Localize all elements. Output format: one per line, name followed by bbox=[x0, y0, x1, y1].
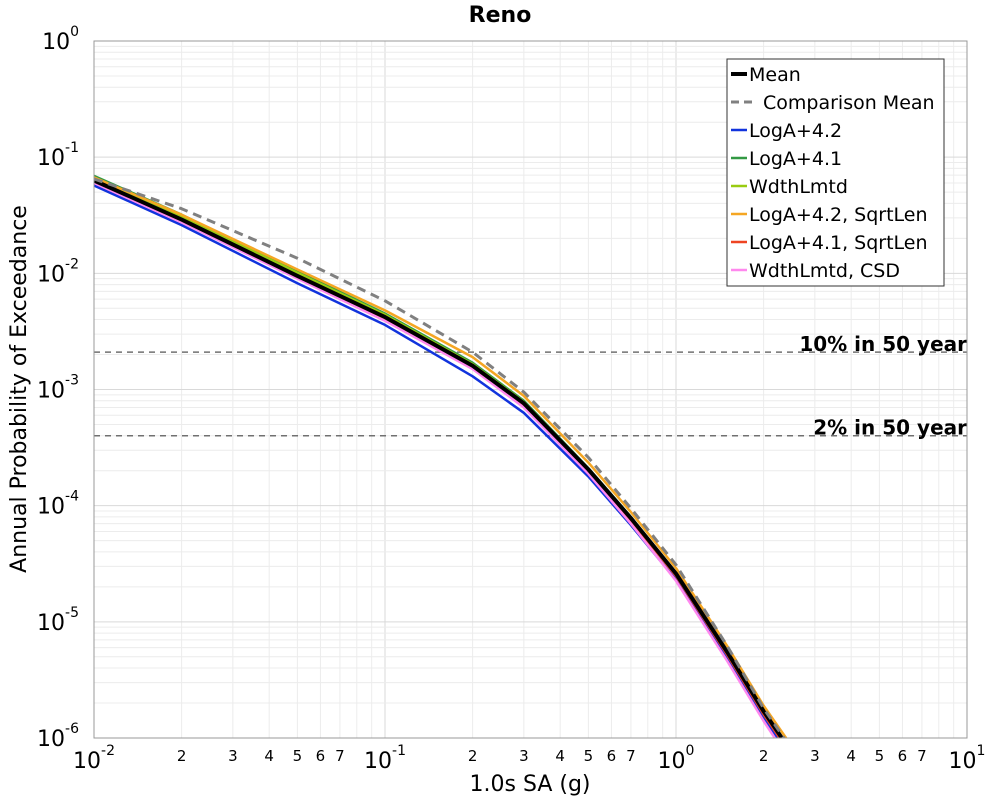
series-line-comparison-mean bbox=[94, 177, 786, 738]
legend-label: Mean bbox=[749, 64, 801, 86]
legend-label: LogA+4.1 bbox=[749, 148, 842, 170]
legend-label: WdthLmtd bbox=[749, 176, 848, 198]
series-line-wdthlmtd bbox=[94, 176, 784, 738]
chart-title: Reno bbox=[469, 3, 532, 28]
x-minor-tick-label: 4 bbox=[555, 747, 565, 765]
x-minor-tick-label: 2 bbox=[177, 747, 187, 765]
y-tick-label: 10-3 bbox=[37, 373, 79, 404]
legend-label: WdthLmtd, CSD bbox=[749, 260, 900, 282]
legend-label: Comparison Mean bbox=[763, 92, 935, 114]
x-minor-tick-label: 7 bbox=[335, 747, 345, 765]
legend-label: LogA+4.1, SqrtLen bbox=[749, 232, 928, 254]
legend-label: LogA+4.2, SqrtLen bbox=[749, 204, 928, 226]
x-tick-label: 101 bbox=[949, 743, 986, 774]
x-minor-tick-label: 4 bbox=[264, 747, 274, 765]
x-tick-label: 10-1 bbox=[364, 743, 406, 774]
y-tick-labels: 100 10-1 10-2 10-3 10-4 10-5 10-6 bbox=[37, 24, 79, 752]
y-tick-label: 10-4 bbox=[37, 489, 79, 520]
x-minor-tick-label: 3 bbox=[228, 747, 238, 765]
legend-label: LogA+4.2 bbox=[749, 120, 842, 142]
reference-lines: 10% in 50 year 2% in 50 year bbox=[94, 332, 967, 440]
x-minor-tick-label: 6 bbox=[898, 747, 908, 765]
y-axis-label: Annual Probability of Exceedance bbox=[7, 205, 32, 573]
series-line-mean bbox=[94, 178, 785, 738]
x-minor-tick-label: 6 bbox=[316, 747, 326, 765]
y-tick-label: 10-1 bbox=[37, 140, 79, 171]
series-line-loga-4-1 bbox=[94, 174, 784, 738]
legend: Mean Comparison Mean LogA+4.2 LogA+4.1 WdthL… bbox=[726, 58, 945, 287]
x-minor-tick-label: 5 bbox=[584, 747, 594, 765]
plot-frame bbox=[93, 40, 968, 739]
series-line-wdthlmtd-csd bbox=[94, 181, 777, 738]
legend-box bbox=[726, 58, 945, 287]
y-tick-label: 10-5 bbox=[37, 605, 79, 636]
x-minor-tick-label: 3 bbox=[519, 747, 529, 765]
grid bbox=[93, 41, 967, 739]
x-tick-label: 10-2 bbox=[73, 743, 115, 774]
x-axis-label: 1.0s SA (g) bbox=[470, 772, 591, 797]
x-minor-tick-label: 2 bbox=[468, 747, 478, 765]
x-minor-tick-label: 5 bbox=[293, 747, 303, 765]
x-minor-tick-label: 3 bbox=[810, 747, 820, 765]
y-tick-label: 10-2 bbox=[37, 256, 79, 287]
x-minor-tick-label: 6 bbox=[607, 747, 617, 765]
x-tick-label: 100 bbox=[658, 743, 695, 774]
series-line-loga-4-2-sqrtlen bbox=[94, 176, 788, 738]
reference-line-label: 2% in 50 year bbox=[813, 416, 967, 440]
x-minor-tick-label: 2 bbox=[759, 747, 769, 765]
x-minor-tick-label: 7 bbox=[626, 747, 636, 765]
series-line-loga-4-1-sqrtlen bbox=[94, 180, 782, 738]
series-lines bbox=[94, 174, 788, 738]
reference-line-label: 10% in 50 year bbox=[799, 332, 967, 356]
series-line-loga-4-2 bbox=[94, 184, 780, 738]
x-minor-tick-label: 5 bbox=[875, 747, 885, 765]
y-tick-label: 100 bbox=[42, 24, 79, 55]
x-minor-tick-label: 7 bbox=[917, 747, 927, 765]
y-tick-label: 10-6 bbox=[37, 721, 79, 752]
x-minor-tick-label: 4 bbox=[846, 747, 856, 765]
